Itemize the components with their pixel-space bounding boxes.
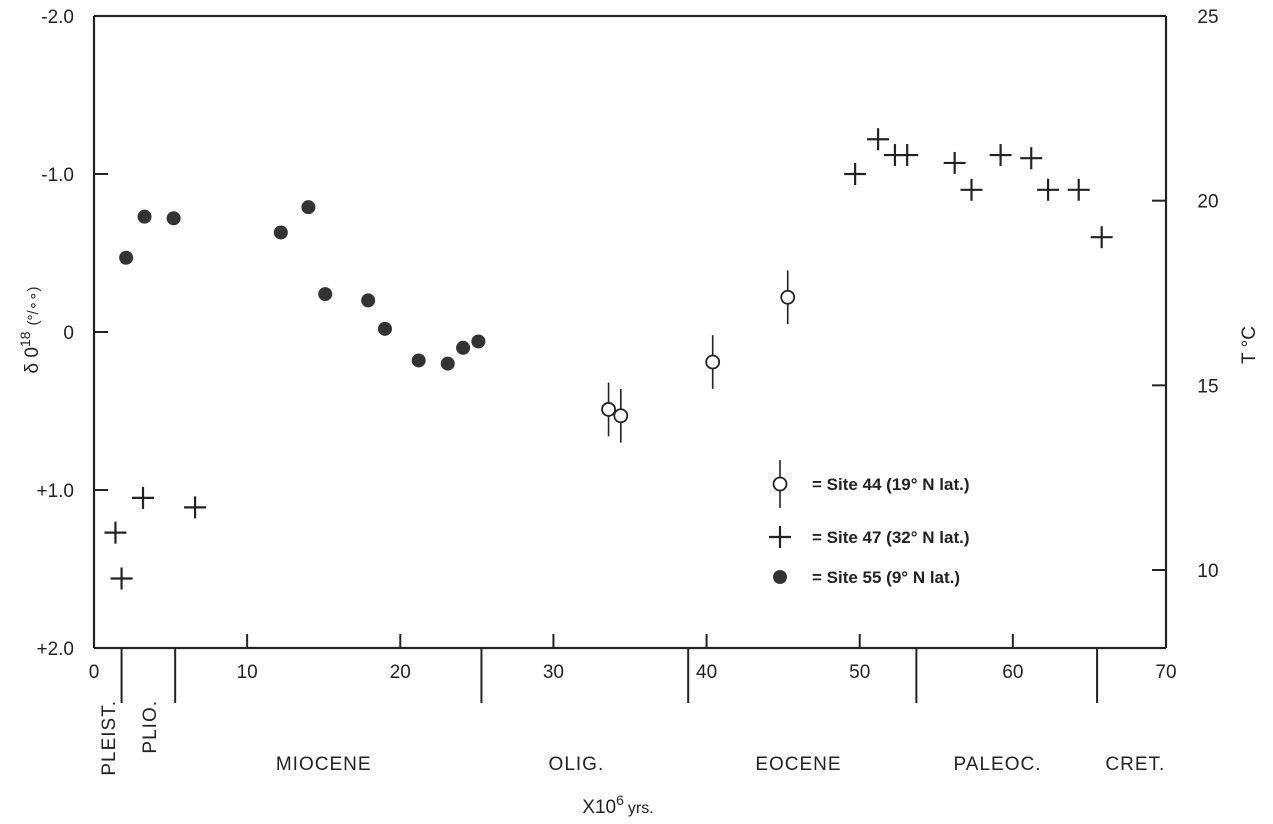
x-tick-label: 20	[390, 662, 411, 683]
y-tick-label: -2.0	[41, 7, 74, 28]
x-tick-label: 50	[849, 662, 870, 683]
data-point-plus	[1020, 147, 1043, 170]
data-point-filled	[119, 250, 134, 265]
legend-item-2: = Site 47 (32° N lat.)	[769, 526, 970, 548]
data-point-filled	[301, 200, 316, 215]
series-3	[119, 200, 486, 371]
y-tick-label: -1.0	[41, 165, 74, 186]
x-axis-title-exponent: 6	[616, 792, 624, 808]
data-point-filled	[440, 356, 455, 371]
data-point-plus	[104, 521, 127, 544]
y2-tick-label: 20	[1197, 192, 1218, 213]
y-tick-label: +1.0	[36, 481, 74, 502]
marker-open-circle	[780, 289, 796, 305]
legend-label: = Site 55 (9° N lat.)	[812, 568, 960, 587]
x-tick-label: 40	[696, 662, 717, 683]
legend-marker-open	[772, 460, 788, 508]
plot-frame	[92, 14, 1168, 650]
y-tick-label: 0	[63, 323, 74, 344]
epoch-label: EOCENE	[755, 754, 841, 775]
legend-label: = Site 47 (32° N lat.)	[812, 528, 970, 547]
epoch-axis: PLEIST. PLIO. MIOCENE OLIG. EOCENE PALEOC. CRE…	[99, 648, 1165, 776]
legend: = Site 44 (19° N lat.) = Site 47 (32° N l…	[769, 460, 970, 587]
epoch-label: PLIO.	[140, 700, 161, 754]
data-point-plus	[896, 144, 919, 167]
data-point-plus	[960, 178, 983, 201]
data-point-open	[601, 382, 616, 437]
data-point-plus	[867, 128, 890, 151]
data-point-filled	[318, 287, 333, 302]
data-point-plus	[844, 163, 867, 185]
marker-open-circle	[601, 402, 616, 417]
data-point-plus	[184, 496, 207, 519]
data-point-plus	[1090, 226, 1113, 249]
series-2	[104, 128, 1113, 590]
y-tick-label: +2.0	[36, 639, 74, 660]
x-tick-label: 70	[1155, 662, 1176, 683]
data-point-plus	[1037, 178, 1060, 201]
epoch-label: CRET.	[1105, 754, 1165, 775]
y-axis-title-prefix: δ 0	[22, 347, 43, 373]
data-points	[104, 128, 1113, 590]
y-axis-title-exponent: 18	[17, 331, 33, 347]
legend-label: = Site 44 (19° N lat.)	[812, 475, 970, 494]
y-axis-title: δ 018 (°/∘∘)	[17, 287, 43, 374]
y-axis-right: 25 20 15 10	[1152, 7, 1219, 582]
x-tick-label: 10	[237, 662, 258, 683]
x-axis-title-unit: yrs.	[628, 800, 654, 817]
data-point-plus	[132, 486, 155, 509]
x-tick-label: 0	[89, 662, 100, 683]
data-point-filled	[166, 211, 181, 226]
epoch-label: PLEIST.	[99, 700, 120, 776]
data-point-filled	[361, 293, 376, 308]
y-axis-title-unit: (°/∘∘)	[25, 287, 42, 326]
data-point-filled	[411, 353, 426, 368]
data-point-open	[780, 270, 796, 325]
data-point-open	[705, 335, 721, 389]
legend-item-1: = Site 44 (19° N lat.)	[772, 460, 970, 508]
marker-open-circle	[705, 354, 721, 370]
marker-open-circle	[613, 408, 629, 424]
data-point-plus	[1067, 178, 1090, 201]
data-point-open	[613, 388, 629, 443]
marker-open-circle	[772, 476, 788, 492]
data-point-filled	[273, 225, 288, 240]
x-tick-label: 30	[543, 662, 564, 683]
series-1	[601, 270, 796, 443]
y2-tick-label: 10	[1197, 561, 1218, 582]
legend-item-3: = Site 55 (9° N lat.)	[773, 568, 960, 587]
x-tick-label: 60	[1002, 662, 1023, 683]
epoch-label: MIOCENE	[276, 754, 372, 775]
y2-axis-title: T °C	[1239, 326, 1260, 364]
y-axis-left: -2.0 -1.0 0 +1.0 +2.0	[36, 7, 108, 660]
legend-marker-filled	[773, 570, 787, 584]
data-point-plus	[110, 567, 133, 590]
data-point-plus	[943, 151, 966, 174]
epoch-label: PALEOC.	[954, 754, 1042, 775]
data-point-plus	[989, 144, 1012, 167]
x-axis-title: X106 yrs.	[582, 792, 653, 818]
data-point-filled	[137, 209, 152, 224]
y2-tick-label: 15	[1197, 376, 1218, 397]
x-axis-title-base: X10	[582, 797, 616, 818]
data-point-filled	[456, 340, 471, 355]
y2-tick-label: 25	[1197, 7, 1218, 28]
data-point-filled	[377, 321, 392, 336]
data-point-filled	[471, 334, 486, 349]
legend-marker-plus	[769, 526, 791, 548]
x-axis: 0 10 20 30 40 50 60 70	[89, 634, 1177, 683]
epoch-label: OLIG.	[549, 754, 605, 775]
